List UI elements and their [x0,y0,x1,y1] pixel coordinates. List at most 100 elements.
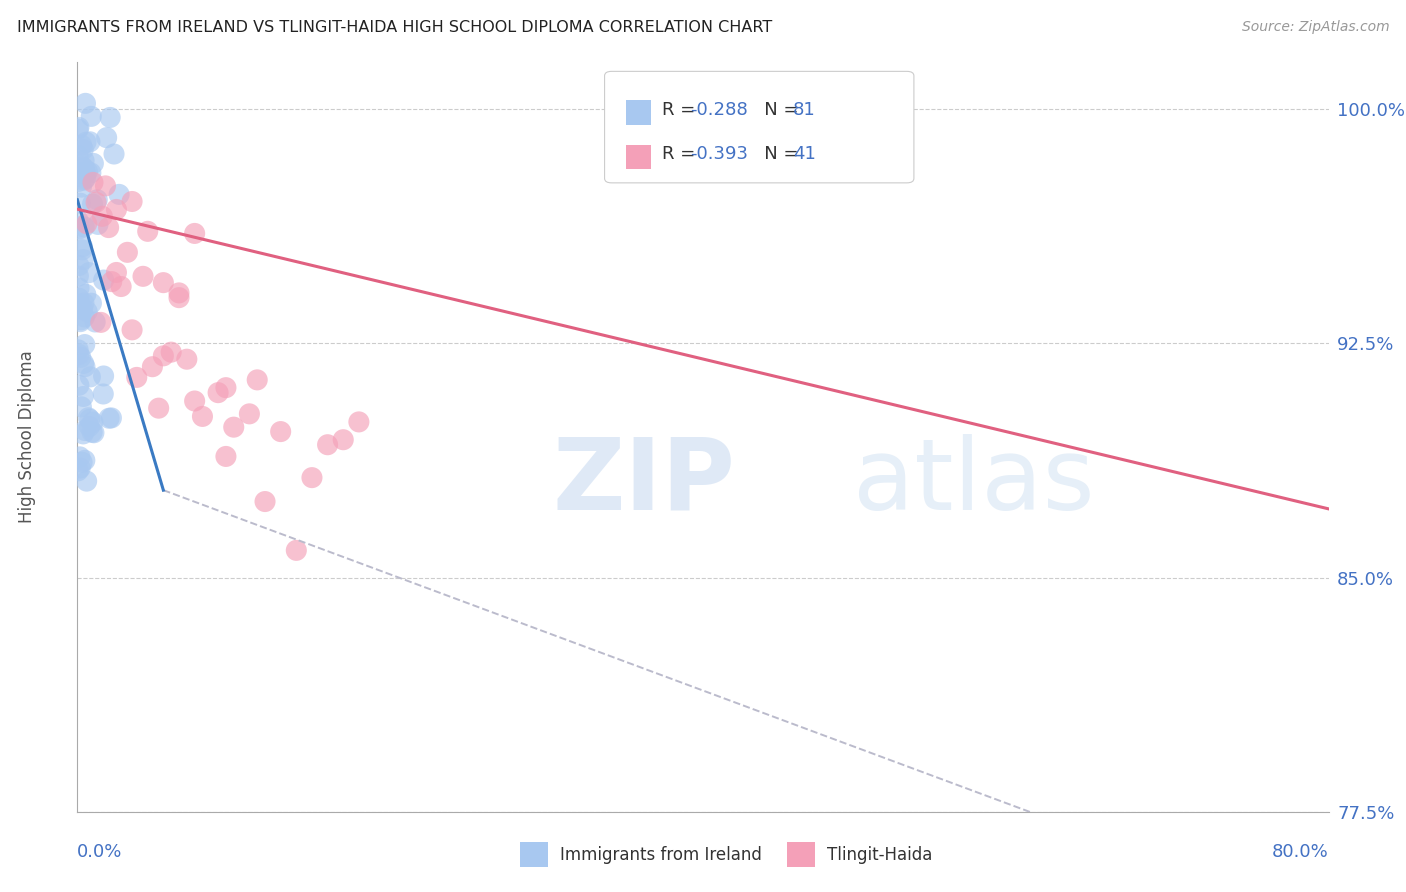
Point [167,285,190,300]
Point [79,370,101,384]
Point [253,494,276,508]
Point [94,178,117,193]
Point [76,164,98,178]
Point [67,120,90,135]
Point [207,385,229,400]
Point [73,296,96,310]
Point [108,187,131,202]
Point [148,401,170,416]
Text: ZIP: ZIP [553,434,735,531]
Point [69,461,91,475]
Point [100,411,122,425]
Point [167,291,190,305]
Text: High School Diploma: High School Diploma [18,351,37,524]
Text: atlas: atlas [853,434,1095,531]
Point [67,213,90,227]
Text: -0.288: -0.288 [690,101,748,119]
Point [73,153,96,168]
Text: Source: ZipAtlas.com: Source: ZipAtlas.com [1241,20,1389,34]
Point [73,310,96,324]
Point [87,218,110,232]
Point [80,109,103,123]
Text: 81: 81 [793,101,815,119]
Text: 0.0%: 0.0% [77,843,122,861]
Point [67,281,90,295]
Point [105,202,128,217]
Text: 41: 41 [793,145,815,163]
Text: N =: N = [747,101,804,119]
Point [84,195,107,210]
Point [121,323,143,337]
Point [76,217,98,231]
Point [84,315,107,329]
Point [72,356,94,370]
Point [82,415,104,429]
Point [73,453,96,467]
Point [93,273,115,287]
Text: N =: N = [747,145,804,163]
Point [72,143,94,157]
Point [332,433,354,447]
Point [246,373,269,387]
Point [91,387,114,401]
Point [93,369,115,384]
Point [67,148,90,162]
Point [183,227,205,241]
Point [69,315,91,329]
Point [97,220,120,235]
Point [82,197,104,211]
Point [67,378,90,392]
Point [90,315,112,329]
Point [79,419,101,434]
Point [67,291,90,305]
Point [117,245,139,260]
Point [215,381,238,395]
Point [73,359,96,374]
Point [67,122,90,136]
Point [91,209,114,223]
Point [80,296,103,310]
Point [82,156,104,170]
Text: Tlingit-Haida: Tlingit-Haida [827,846,932,863]
Point [75,135,97,149]
Point [152,276,174,290]
Point [270,425,292,439]
Point [86,193,108,207]
Point [67,464,90,478]
Point [79,412,101,426]
Point [285,543,308,558]
Point [72,389,94,403]
Point [98,111,121,125]
Point [77,266,100,280]
Text: IMMIGRANTS FROM IRELAND VS TLINGIT-HAIDA HIGH SCHOOL DIPLOMA CORRELATION CHART: IMMIGRANTS FROM IRELAND VS TLINGIT-HAIDA… [17,20,772,35]
Point [69,196,91,211]
Point [72,243,94,257]
Point [125,370,148,384]
Point [67,174,90,188]
Point [72,240,94,254]
Point [72,426,94,441]
Point [132,269,155,284]
Point [183,394,205,409]
Text: R =: R = [662,145,702,163]
Point [73,424,96,438]
Point [191,409,214,424]
Point [67,222,90,236]
Point [70,400,93,414]
Point [75,171,97,186]
Point [316,438,339,452]
Point [67,347,90,361]
Point [67,259,90,273]
Point [152,349,174,363]
Point [215,450,238,464]
Point [69,351,91,365]
Point [72,301,94,316]
Point [136,224,159,238]
Point [72,160,94,174]
Point [69,219,91,234]
Point [69,297,91,311]
Point [98,411,121,425]
Point [347,415,370,429]
Point [160,345,183,359]
Point [110,279,132,293]
